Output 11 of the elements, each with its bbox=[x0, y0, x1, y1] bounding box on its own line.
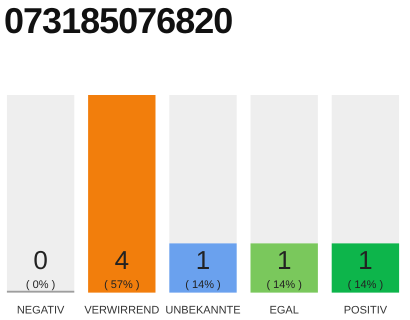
data-label: 1 ( 14% ) bbox=[266, 244, 302, 291]
x-tick-label: NEGATIV bbox=[16, 304, 65, 316]
x-tick-label: EGAL bbox=[270, 304, 299, 316]
x-tick-label: VERWIRREND bbox=[84, 304, 160, 316]
x-tick-label: POSITIV bbox=[344, 304, 388, 316]
x-tick-label: UNBEKANNTE bbox=[165, 304, 241, 316]
data-label: 1 ( 14% ) bbox=[185, 244, 221, 291]
data-label: 1 ( 14% ) bbox=[348, 244, 384, 291]
data-label: 0 ( 0% ) bbox=[26, 244, 56, 291]
data-label: 4 ( 57% ) bbox=[104, 244, 140, 291]
chart-title: 073185076820 bbox=[4, 0, 232, 42]
